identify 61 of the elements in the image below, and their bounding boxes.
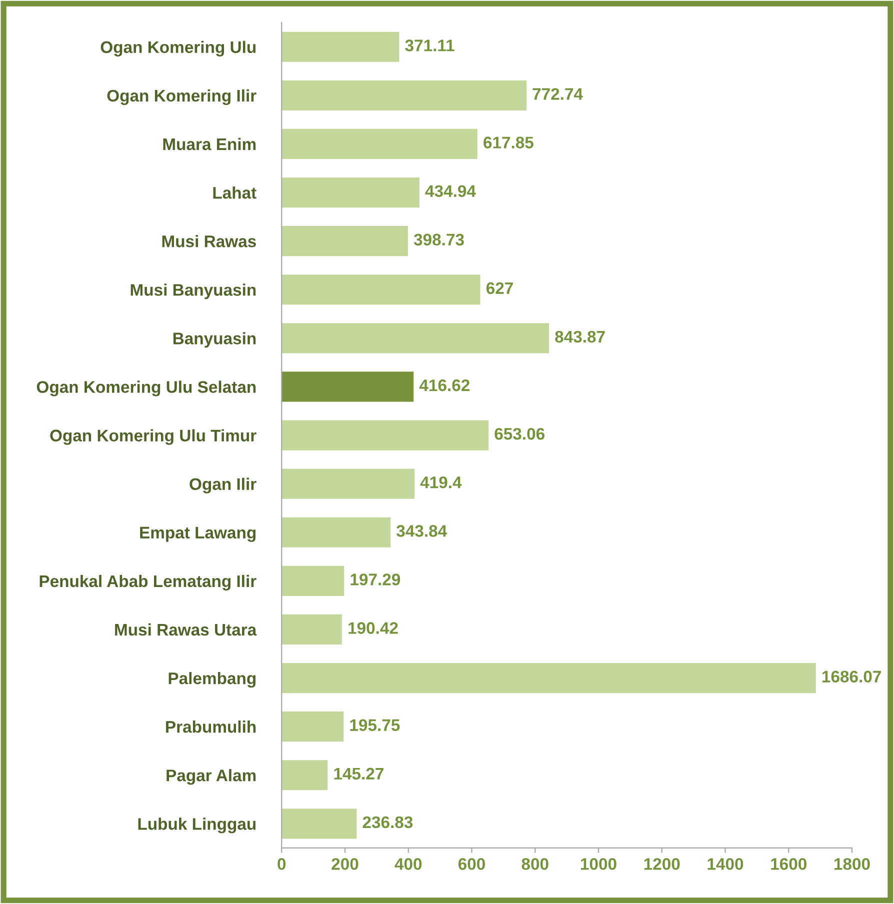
bar (282, 760, 328, 790)
bar (282, 80, 526, 110)
x-tick-label: 200 (332, 858, 358, 870)
data-label: 416.62 (419, 379, 470, 392)
y-tick-label: Muara Enim (163, 138, 256, 150)
y-tick-label: Penukal Abab Lematang Ilir (40, 574, 256, 590)
data-label: 1686.07 (822, 670, 881, 682)
bar (282, 226, 408, 256)
bar (282, 128, 478, 160)
x-tick-label: 1000 (580, 858, 616, 870)
x-tick-label: 1400 (708, 858, 744, 870)
y-tick-label: Musi Banyuasin (130, 284, 256, 300)
y-tick-label: Banyuasin (173, 332, 256, 348)
bar (282, 808, 357, 839)
x-tick-label: 1800 (834, 858, 870, 870)
bar (282, 274, 480, 305)
bar (282, 614, 342, 645)
data-label: 343.84 (396, 525, 448, 537)
y-tick-label: Ogan Ilir (190, 478, 256, 494)
data-label: 236.83 (362, 816, 413, 828)
bar (282, 177, 420, 208)
data-label: 653.06 (494, 428, 544, 440)
data-label: 772.74 (532, 88, 583, 100)
x-tick-label: 0 (278, 858, 286, 870)
bar (282, 468, 415, 499)
y-tick-label: Musi Rawas Utara (115, 623, 257, 636)
data-label: 197.29 (350, 574, 400, 586)
data-label: 434.94 (425, 185, 476, 198)
x-tick-label: 600 (458, 858, 485, 870)
x-tick-label: 400 (394, 858, 422, 870)
bar (282, 323, 550, 354)
bar (282, 517, 391, 548)
data-label: 371.11 (405, 40, 454, 52)
bar (282, 372, 414, 402)
y-tick-label: Ogan Komering Ulu (100, 40, 256, 56)
bar (282, 712, 344, 742)
y-tick-label: Palembang (168, 672, 256, 688)
data-label: 145.27 (334, 768, 384, 780)
y-tick-label: Empat Lawang (140, 526, 256, 542)
y-tick-label: Ogan Komering Ulu Timur (50, 429, 256, 445)
y-tick-label: Lahat (213, 186, 256, 199)
y-tick-label: Lubuk Linggau (138, 818, 256, 834)
data-label: 843.87 (555, 330, 605, 343)
data-label: 195.75 (350, 719, 400, 732)
x-tick-label: 1600 (771, 858, 806, 870)
bar (282, 566, 344, 596)
bar (282, 420, 489, 450)
y-tick-label: Prabumulih (166, 720, 256, 733)
y-tick-label: Ogan Komering Ilir (107, 89, 256, 105)
data-label: 617.85 (484, 136, 534, 148)
y-tick-label: Musi Rawas (162, 235, 256, 248)
bar (282, 32, 400, 62)
data-label: 398.73 (414, 234, 464, 246)
bar (282, 662, 816, 694)
data-label: 419.4 (420, 476, 462, 488)
x-tick-label: 800 (522, 858, 548, 870)
data-label: 190.42 (348, 622, 398, 634)
data-label: 627 (486, 282, 513, 294)
y-tick-label: Ogan Komering Ulu Selatan (36, 380, 256, 396)
y-tick-label: Pagar Alam (166, 769, 256, 785)
x-tick-label: 1200 (644, 858, 680, 870)
